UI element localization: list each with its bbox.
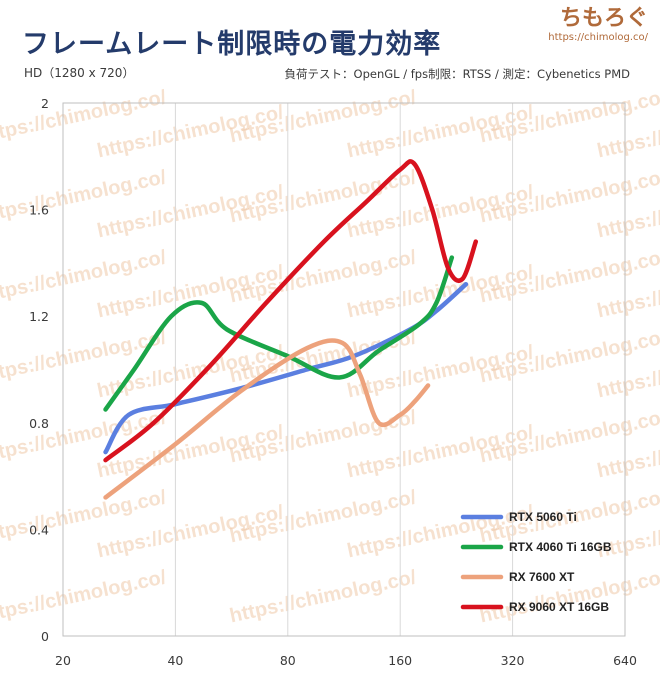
watermark-text: https://chimolog.co/ <box>228 566 419 627</box>
x-tick-label: 20 <box>55 653 71 668</box>
legend-label: RX 7600 XT <box>509 570 575 584</box>
legend-label: RTX 5060 Ti <box>509 510 577 524</box>
legend: RTX 5060 Ti RTX 4060 Ti 16GB RX 7600 XT RX … <box>460 510 612 614</box>
watermark-text: https://chimolog.co/ <box>0 566 169 627</box>
y-tick-label: 0 <box>41 629 49 644</box>
y-tick-label: 2 <box>41 96 49 111</box>
brand-name: ちもろぐ <box>559 6 648 31</box>
tick-layer: 20 40 80 160 320 640 0 0.4 0.8 1.2 1.6 2 <box>29 96 637 668</box>
x-tick-label: 40 <box>167 653 183 668</box>
chart-title: フレームレート制限時の電力効率 <box>22 29 442 60</box>
y-tick-label: 1.2 <box>29 309 49 324</box>
plot-frame <box>62 102 626 637</box>
x-tick-label: 640 <box>613 653 637 668</box>
y-tick-label: 0.8 <box>29 416 49 431</box>
y-tick-label: 0.4 <box>29 522 49 537</box>
series-layer <box>103 159 479 500</box>
series-line-2 <box>103 255 455 412</box>
brand-logo: ちもろぐ https://chimolog.co/ <box>548 6 648 43</box>
brand-url: https://chimolog.co/ <box>548 32 648 43</box>
x-tick-label: 80 <box>280 653 296 668</box>
test-method-note: 負荷テスト：OpenGL / fps制限：RTSS / 測定：Cybenetic… <box>284 67 630 81</box>
x-tick-label: 160 <box>388 653 412 668</box>
grid-layer <box>174 103 514 636</box>
series-line-3 <box>103 338 431 500</box>
y-tick-label: 1.6 <box>29 203 49 218</box>
series-line-4 <box>103 159 479 463</box>
x-tick-label: 320 <box>501 653 525 668</box>
chart-subtitle: HD（1280 x 720） <box>24 66 135 80</box>
legend-label: RX 9060 XT 16GB <box>509 600 609 614</box>
legend-label: RTX 4060 Ti 16GB <box>509 540 612 554</box>
